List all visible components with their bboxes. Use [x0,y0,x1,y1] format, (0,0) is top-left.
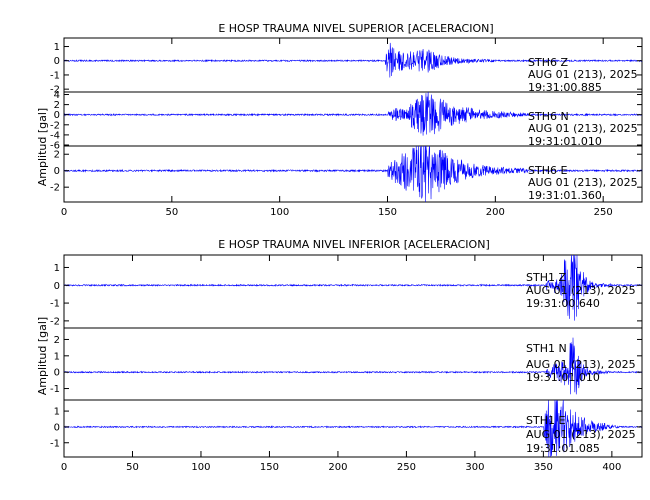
waveform-line [63,337,643,395]
x-tick-label: 400 [602,462,621,473]
y-tick-label: -2 [50,316,60,327]
trace-inferior-z: 1 0 -1 -2 STH1 Z AUG 01 (213), 2025 19:31:0… [50,254,643,329]
date-label: AUG 01 (213), 2025 [526,284,636,297]
time-label: 19:31:00.885 [528,81,602,94]
x-tick-label: 100 [270,207,289,218]
waveform-line [63,92,643,136]
waveform-line [63,145,643,203]
time-label: 19:31:01.010 [526,371,600,384]
x-tick-label: 50 [165,207,178,218]
y-tick-label: -2 [50,183,60,194]
y-tick-label: 2 [54,150,60,161]
x-ticks-inferior: 0 50 100 150 200 250 300 350 400 [61,255,621,473]
y-tick-label: 0 [54,422,60,433]
x-tick-label: 300 [465,462,484,473]
y-tick-label: -1 [50,299,60,310]
y-tick-label: 0 [54,56,60,67]
y-tick-label: 0 [54,368,60,379]
y-tick-label: -4 [50,130,60,141]
time-label: 19:31:01.085 [526,442,600,455]
time-label: 19:31:00.640 [526,297,600,310]
x-tick-label: 250 [594,207,613,218]
y-tick-label: 0 [54,110,60,121]
chart-title-superior: E HOSP TRAUMA NIVEL SUPERIOR [ACELERACIO… [218,22,493,35]
x-tick-label: 150 [260,462,279,473]
x-tick-label: 350 [534,462,553,473]
x-tick-label: 150 [378,207,397,218]
y-tick-label: 1 [54,42,60,53]
trace-frame [63,399,643,458]
y-ticks: 1 0 -1 [50,407,642,449]
y-tick-label: -1 [50,70,60,81]
y-tick-label: 1 [54,407,60,418]
y-axis-label-superior: Amplitud [gal] [36,108,49,186]
date-label: AUG 01 (213), 2025 [528,176,638,189]
trace-superior-z: 1 0 -1 -2 STH6 Z AUG 01 (213), 2025 19:31:0… [50,37,643,96]
station-label: STH6 E [528,164,567,177]
date-label: AUG 01 (213), 2025 [528,122,638,135]
y-tick-label: 2 [54,100,60,111]
y-tick-label: 2 [54,335,60,346]
x-tick-label: 250 [397,462,416,473]
x-tick-label: 100 [191,462,210,473]
date-label: AUG 01 (213), 2025 [526,428,636,441]
x-tick-label: 0 [61,207,67,218]
y-tick-label: 0 [54,166,60,177]
y-tick-label: 1 [54,263,60,274]
y-tick-label: -2 [50,85,60,96]
waveform-line [63,254,643,321]
y-ticks: 1 0 -1 -2 [50,263,642,327]
y-tick-label: -2 [50,120,60,131]
trace-inferior-e: 1 0 -1 STH1 E AUG 01 (213), 2025 19:31:01.… [50,399,643,458]
x-tick-label: 0 [61,462,67,473]
y-ticks: 2 1 0 -1 [50,335,642,395]
time-label: 19:31:01.010 [528,135,602,148]
x-tick-label: 200 [328,462,347,473]
station-label: STH1 N [526,342,567,355]
trace-inferior-n: 2 1 0 -1 STH1 N AUG 01 (213), 2025 19:31:01… [50,327,643,401]
time-label: 19:31:01.360 [528,189,602,202]
trace-superior-e: 2 0 -2 STH6 E AUG 01 (213), 2025 19:31:01.… [50,145,643,203]
y-ticks: 1 0 -1 -2 [50,42,642,96]
station-label: STH1 E [526,414,565,427]
y-axis-label-inferior: Amplitud [gal] [36,317,49,395]
x-tick-label: 200 [486,207,505,218]
chart-title-inferior: E HOSP TRAUMA NIVEL INFERIOR [ACELERACIO… [218,238,489,251]
date-label: AUG 01 (213), 2025 [528,68,638,81]
waveform-line [63,399,643,458]
trace-frame [63,145,643,203]
x-ticks-superior: 0 50 100 150 200 250 [61,38,613,218]
y-tick-label: 4 [54,90,60,101]
y-tick-label: 1 [54,351,60,362]
y-tick-label: -1 [50,384,60,395]
y-ticks: 2 0 -2 [50,150,642,194]
trace-superior-n: 420-2-4-6 STH6 N AUG 01 (213), 2025 19:3… [50,90,643,151]
waveform-line [63,42,643,78]
y-tick-label: 0 [54,281,60,292]
station-label: STH6 N [528,110,569,123]
x-tick-label: 50 [126,462,139,473]
chart-superior: E HOSP TRAUMA NIVEL SUPERIOR [ACELERACIO… [36,22,643,218]
chart-inferior: E HOSP TRAUMA NIVEL INFERIOR [ACELERACIO… [36,238,643,473]
y-tick-label: -6 [50,140,60,151]
y-tick-label: -1 [50,438,60,449]
station-label: STH1 Z [526,271,566,284]
date-label: AUG 01 (213), 2025 [526,358,636,371]
station-label: STH6 Z [528,56,568,69]
y-ticks: 420-2-4-6 [50,90,642,151]
